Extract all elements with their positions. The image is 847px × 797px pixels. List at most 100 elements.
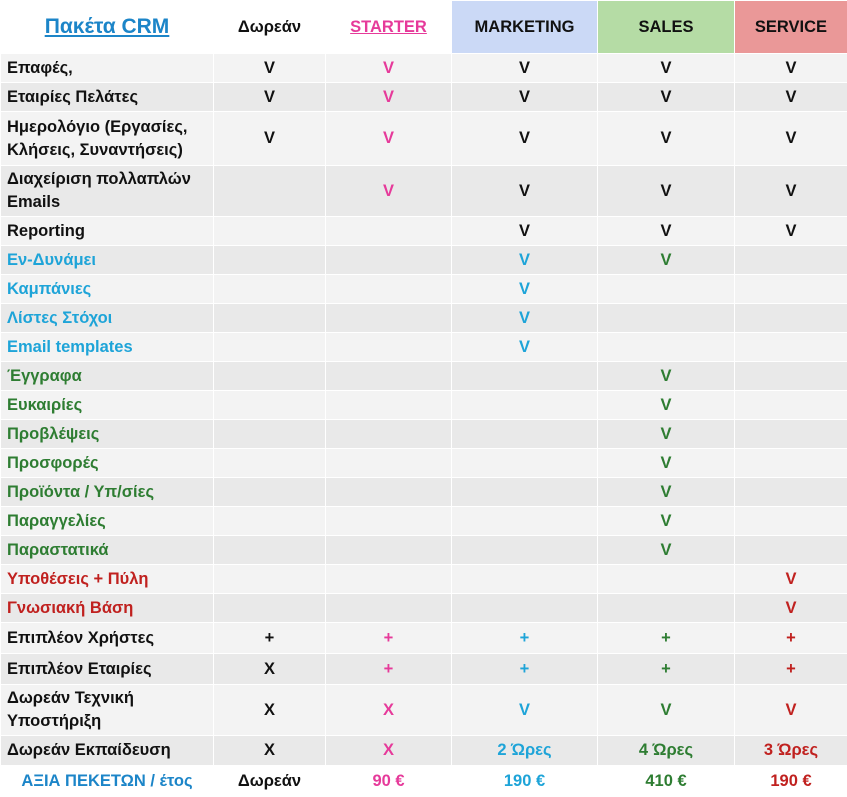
cell-marketing bbox=[451, 564, 598, 594]
table-row: Προβλέψεις V bbox=[0, 419, 847, 449]
cell-service bbox=[734, 361, 847, 391]
cell-starter bbox=[325, 245, 452, 275]
cell-service: V bbox=[734, 564, 847, 594]
feature-label: Εταιρίες Πελάτες bbox=[0, 82, 214, 112]
cell-sales: 4 Ώρες bbox=[597, 735, 735, 766]
table-row: Γνωσιακή Βάση V bbox=[0, 593, 847, 623]
feature-label: Επαφές, bbox=[0, 53, 214, 83]
cell-service: V bbox=[734, 593, 847, 623]
cell-starter bbox=[325, 361, 452, 391]
feature-label: Επιπλέον Εταιρίες bbox=[0, 653, 214, 685]
cell-service: + bbox=[734, 653, 847, 685]
feature-label: Διαχείριση πολλαπλών Emails bbox=[0, 165, 214, 217]
cell-starter bbox=[325, 593, 452, 623]
table-row: Έγγραφα V bbox=[0, 361, 847, 391]
cell-service: V bbox=[734, 111, 847, 166]
cell-free bbox=[213, 332, 326, 362]
cell-free bbox=[213, 419, 326, 449]
table-row: Email templates V bbox=[0, 332, 847, 362]
cell-marketing: 2 Ώρες bbox=[451, 735, 598, 766]
cell-sales: V bbox=[597, 82, 735, 112]
table-row: Δωρεάν Τεχνική Υποστήριξη X X V V V bbox=[0, 684, 847, 736]
feature-label: Ευκαιρίες bbox=[0, 390, 214, 420]
cell-marketing: + bbox=[451, 622, 598, 654]
feature-label: Ημερολόγιο (Εργασίες, Κλήσεις, Συναντήσε… bbox=[0, 111, 214, 166]
cell-sales: V bbox=[597, 419, 735, 449]
cell-sales: V bbox=[597, 245, 735, 275]
table-row: Δωρεάν Εκπαίδευση X X 2 Ώρες 4 Ώρες 3 Ώρες bbox=[0, 735, 847, 766]
price-marketing: 190 € bbox=[451, 765, 598, 797]
price-sales: 410 € bbox=[597, 765, 735, 797]
column-header-free: Δωρεάν bbox=[213, 0, 326, 54]
cell-service bbox=[734, 419, 847, 449]
cell-free bbox=[213, 564, 326, 594]
feature-label: Καμπάνιες bbox=[0, 274, 214, 304]
cell-starter bbox=[325, 535, 452, 565]
cell-free bbox=[213, 165, 326, 217]
cell-starter bbox=[325, 419, 452, 449]
cell-starter: V bbox=[325, 111, 452, 166]
table-row: Υποθέσεις + Πύλη V bbox=[0, 564, 847, 594]
cell-service bbox=[734, 448, 847, 478]
table-title[interactable]: Πακέτα CRM bbox=[44, 15, 170, 38]
table-row: Διαχείριση πολλαπλών Emails V V V V bbox=[0, 165, 847, 217]
cell-free: + bbox=[213, 622, 326, 654]
cell-starter bbox=[325, 303, 452, 333]
cell-free: X bbox=[213, 653, 326, 685]
cell-marketing: + bbox=[451, 653, 598, 685]
cell-marketing: V bbox=[451, 684, 598, 736]
cell-free bbox=[213, 390, 326, 420]
table-row: Εν-Δυνάμει V V bbox=[0, 245, 847, 275]
feature-label: Επιπλέον Χρήστες bbox=[0, 622, 214, 654]
cell-free: X bbox=[213, 735, 326, 766]
cell-service bbox=[734, 506, 847, 536]
header-row: Πακέτα CRM Δωρεάν STARTER MARKETING SALE… bbox=[0, 0, 847, 54]
cell-sales: V bbox=[597, 361, 735, 391]
cell-marketing bbox=[451, 506, 598, 536]
cell-starter: X bbox=[325, 735, 452, 766]
feature-label: Προσφορές bbox=[0, 448, 214, 478]
cell-free: V bbox=[213, 82, 326, 112]
cell-marketing: V bbox=[451, 332, 598, 362]
column-header-starter[interactable]: STARTER bbox=[325, 0, 452, 54]
cell-sales: V bbox=[597, 684, 735, 736]
column-header-marketing: MARKETING bbox=[451, 0, 598, 54]
cell-service: V bbox=[734, 53, 847, 83]
price-service: 190 € bbox=[734, 765, 847, 797]
price-starter: 90 € bbox=[325, 765, 452, 797]
column-header-sales: SALES bbox=[597, 0, 735, 54]
cell-starter bbox=[325, 506, 452, 536]
cell-sales: V bbox=[597, 165, 735, 217]
cell-sales: V bbox=[597, 53, 735, 83]
table-row: Επιπλέον Χρήστες + + + + + bbox=[0, 622, 847, 654]
cell-sales: + bbox=[597, 622, 735, 654]
cell-service bbox=[734, 245, 847, 275]
feature-label: Reporting bbox=[0, 216, 214, 246]
cell-service bbox=[734, 390, 847, 420]
cell-service bbox=[734, 477, 847, 507]
feature-label: Λίστες Στόχοι bbox=[0, 303, 214, 333]
cell-sales: V bbox=[597, 477, 735, 507]
cell-marketing: V bbox=[451, 53, 598, 83]
cell-service: V bbox=[734, 82, 847, 112]
feature-label: Προϊόντα / Υπ/σίες bbox=[0, 477, 214, 507]
cell-sales: V bbox=[597, 535, 735, 565]
cell-service bbox=[734, 332, 847, 362]
cell-marketing: V bbox=[451, 111, 598, 166]
table-row: Παραστατικά V bbox=[0, 535, 847, 565]
column-header-service: SERVICE bbox=[734, 0, 847, 54]
feature-label: Παραστατικά bbox=[0, 535, 214, 565]
cell-marketing: V bbox=[451, 82, 598, 112]
feature-label: Υποθέσεις + Πύλη bbox=[0, 564, 214, 594]
cell-starter: X bbox=[325, 684, 452, 736]
cell-starter bbox=[325, 274, 452, 304]
cell-service bbox=[734, 303, 847, 333]
cell-service: V bbox=[734, 165, 847, 217]
table-row: Προϊόντα / Υπ/σίες V bbox=[0, 477, 847, 507]
cell-free: V bbox=[213, 111, 326, 166]
feature-label: Εν-Δυνάμει bbox=[0, 245, 214, 275]
cell-marketing: V bbox=[451, 274, 598, 304]
cell-sales: V bbox=[597, 111, 735, 166]
cell-starter bbox=[325, 477, 452, 507]
cell-marketing: V bbox=[451, 245, 598, 275]
